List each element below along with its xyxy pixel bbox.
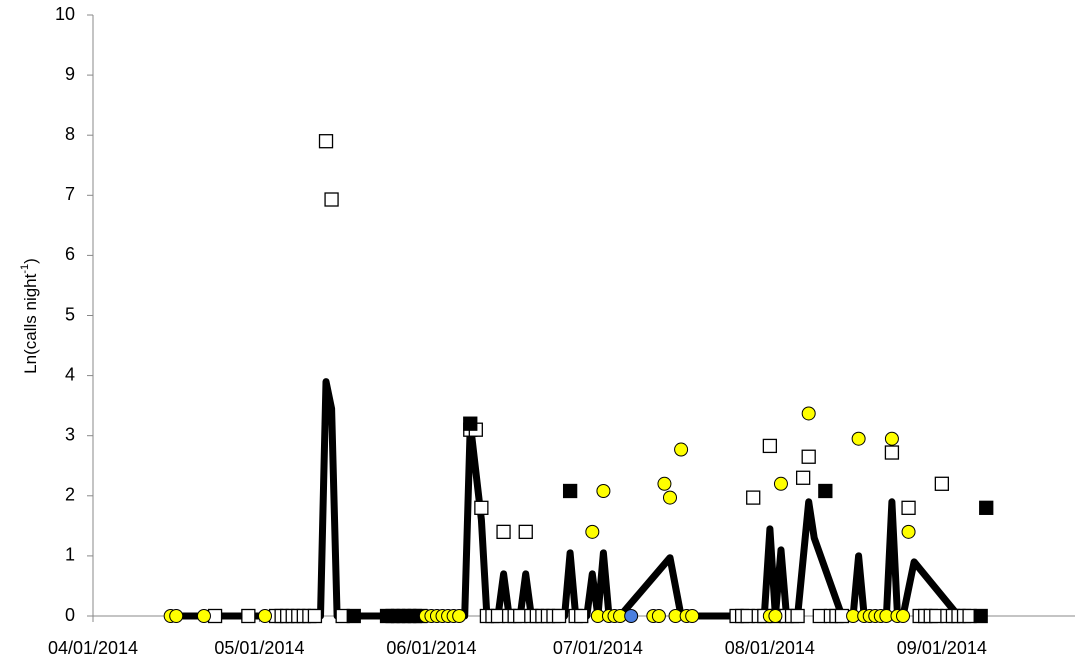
x-tick-label: 07/01/2014	[553, 638, 643, 658]
circle-marker	[651, 609, 666, 623]
square-marker	[463, 416, 478, 431]
square-marker	[901, 500, 916, 515]
circle-marker	[674, 442, 689, 457]
y-tick-label: 10	[55, 4, 75, 24]
square-marker	[795, 470, 811, 485]
x-tick-label: 09/01/2014	[897, 638, 987, 658]
y-axis-label-end: )	[21, 258, 40, 264]
y-axis-label-sup: -1	[19, 264, 31, 274]
y-tick-label: 8	[65, 124, 75, 144]
circle-marker	[657, 476, 672, 491]
square-marker	[518, 524, 533, 540]
y-tick-label: 4	[65, 364, 75, 384]
x-tick-label: 04/01/2014	[48, 638, 138, 658]
square-marker	[973, 608, 988, 624]
square-marker	[574, 608, 589, 624]
square-marker	[746, 490, 761, 505]
data-line	[170, 378, 981, 620]
circle-marker	[801, 406, 816, 421]
square-marker	[307, 608, 323, 624]
square-marker	[562, 483, 578, 499]
square-marker	[551, 608, 567, 624]
circle-marker	[896, 609, 911, 623]
y-axis-label: Ln(calls night-1)	[19, 258, 41, 374]
circle-marker	[596, 483, 611, 498]
y-axis-label-text: Ln(calls night	[21, 273, 40, 373]
square-marker	[318, 134, 334, 149]
square-marker	[979, 500, 994, 515]
circle-marker	[773, 476, 788, 491]
square-marker	[346, 608, 361, 624]
square-marker	[496, 524, 511, 540]
square-marker	[934, 476, 949, 491]
y-tick-label: 6	[65, 244, 75, 264]
circle-marker	[851, 431, 866, 446]
square-marker	[790, 608, 805, 624]
y-tick-label: 1	[65, 545, 75, 565]
x-tick-label: 06/01/2014	[386, 638, 476, 658]
y-tick-label: 7	[65, 184, 75, 204]
y-tick-label: 0	[65, 605, 75, 625]
circle-marker	[662, 490, 677, 505]
circle-marker	[257, 609, 272, 623]
y-tick-label: 9	[65, 64, 75, 84]
square-marker	[884, 445, 900, 460]
y-tick-label: 3	[65, 424, 75, 444]
y-tick-label: 2	[65, 485, 75, 505]
x-tick-label: 05/01/2014	[214, 638, 304, 658]
circle-marker	[901, 524, 916, 539]
circle-marker	[452, 609, 467, 623]
circle-marker	[169, 609, 184, 623]
y-tick-label: 5	[65, 304, 75, 324]
circle-marker	[196, 609, 211, 623]
square-marker	[241, 608, 256, 624]
circle-marker	[624, 609, 639, 623]
square-marker	[818, 483, 833, 499]
circle-marker	[685, 609, 700, 623]
square-marker	[324, 192, 339, 207]
x-tick-label: 08/01/2014	[725, 638, 815, 658]
circle-marker	[884, 431, 899, 446]
circle-marker	[585, 524, 600, 539]
square-marker	[474, 500, 489, 515]
square-marker	[762, 438, 778, 454]
circle-marker	[768, 609, 783, 623]
square-marker	[801, 449, 816, 464]
